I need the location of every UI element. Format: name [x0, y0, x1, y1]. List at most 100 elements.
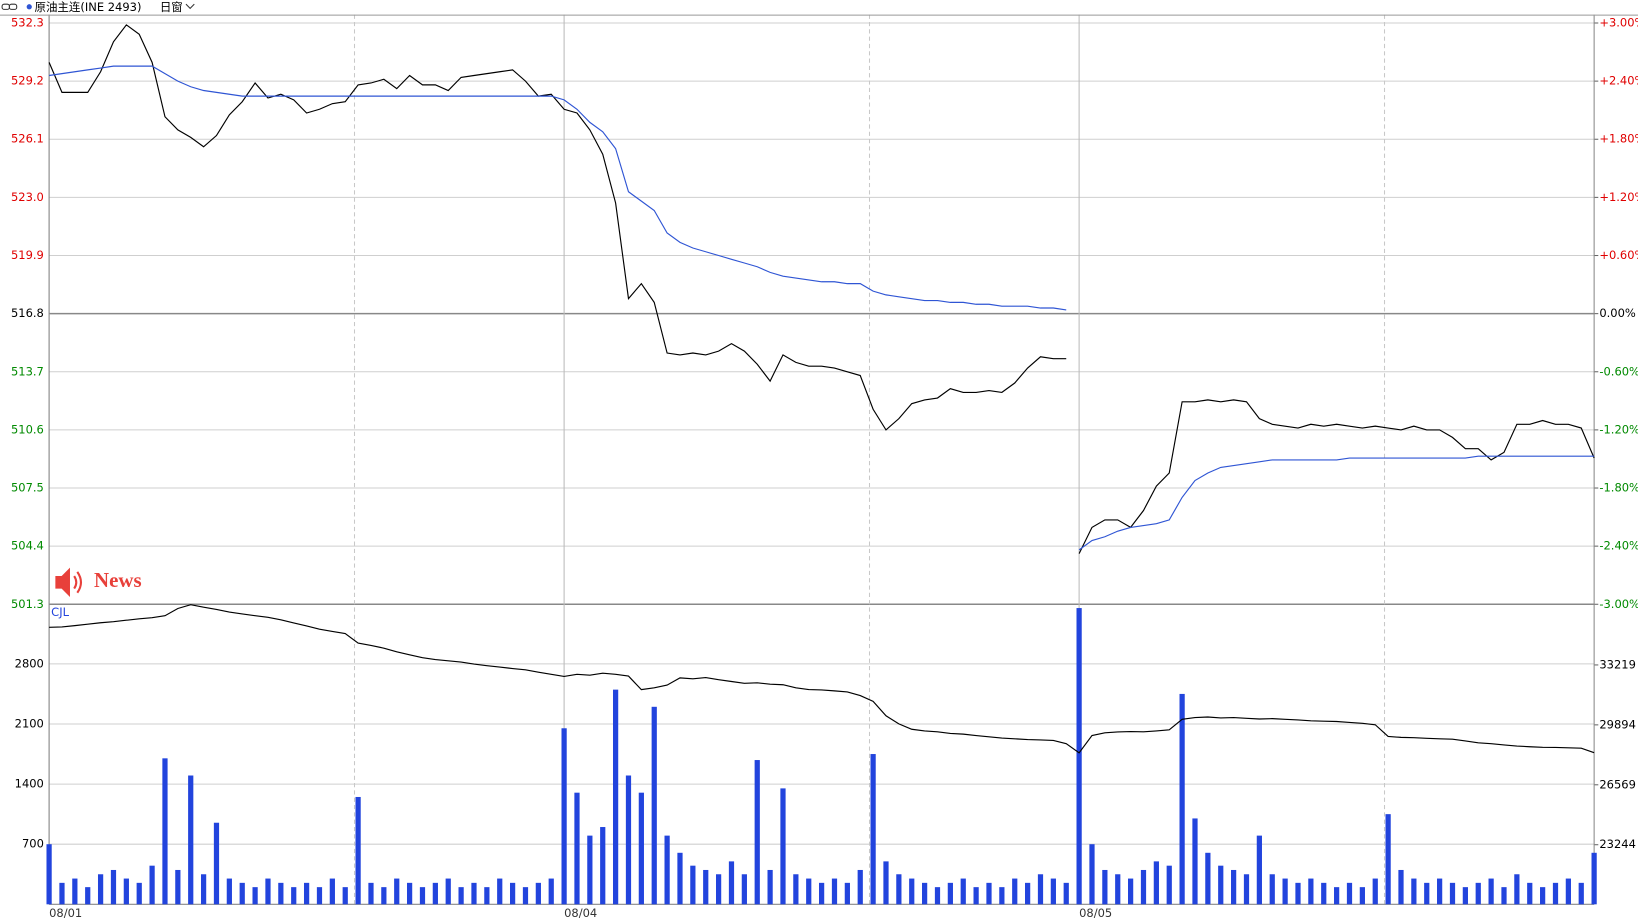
volume-bar	[213, 822, 220, 905]
volume-bar	[1514, 874, 1520, 905]
volume-bar	[445, 878, 451, 905]
volume-bar	[291, 887, 297, 905]
volume-bar	[1540, 887, 1546, 905]
volume-bar	[960, 878, 966, 905]
volume-bar	[896, 874, 902, 905]
volume-bar	[1218, 865, 1224, 905]
volume-bar	[342, 887, 348, 905]
volume-bar	[535, 882, 541, 905]
line-series	[48, 24, 1595, 554]
volume-bar	[484, 887, 490, 905]
volume-bar	[1192, 818, 1198, 905]
news-label: News	[94, 568, 142, 592]
volume-bar	[819, 882, 825, 905]
y2-tick-label: -0.60%	[1599, 364, 1638, 378]
x-tick-label: 08/05	[1079, 906, 1112, 920]
volume-bar	[1012, 878, 1018, 905]
y-tick-label: 501.3	[11, 597, 44, 611]
volume-bar	[200, 874, 207, 905]
volume-bar	[587, 835, 593, 905]
volume-bar	[1437, 878, 1443, 905]
y-tick-label: 507.5	[11, 481, 44, 495]
y2-tick-label: -1.80%	[1599, 481, 1638, 495]
y2-tick-label: +2.40%	[1599, 74, 1638, 88]
volume-bar	[677, 852, 683, 905]
volume-bar	[934, 887, 941, 905]
volume-bar	[368, 882, 374, 905]
volume-bar	[1076, 608, 1082, 905]
y-tick-label: 510.6	[11, 422, 44, 436]
volume-bar	[471, 882, 477, 905]
volume-bar	[226, 878, 232, 905]
volume-bar	[638, 792, 644, 905]
volume-bar	[522, 887, 529, 905]
volume-bar	[1334, 887, 1340, 905]
y-tick-label: 1400	[15, 777, 44, 791]
y-tick-label: 526.1	[11, 132, 44, 146]
volume-bar	[1385, 814, 1391, 905]
volume-bar	[136, 882, 142, 905]
y2-tick-label: 29894	[1599, 717, 1636, 731]
dropdown-chevron[interactable]	[185, 3, 195, 10]
volume-bar	[1359, 887, 1365, 905]
y2-tick-label: +1.80%	[1599, 132, 1638, 146]
volume-bar	[1346, 882, 1353, 905]
volume-bar	[97, 874, 104, 905]
volume-bar	[806, 878, 812, 905]
mark-layer	[46, 24, 1597, 905]
volume-bar	[1282, 878, 1288, 905]
volume-bar	[1295, 882, 1301, 905]
volume-bar	[947, 882, 953, 905]
volume-bar	[1102, 869, 1108, 905]
speaker-waves	[73, 571, 83, 594]
y-tick-label: 532.3	[11, 15, 44, 29]
volume-bar	[419, 887, 426, 905]
volume-bar	[1527, 882, 1533, 905]
y-tick-label: 513.7	[11, 364, 44, 378]
volume-bar	[857, 869, 863, 905]
volume-bar	[1552, 882, 1559, 905]
volume-bar	[741, 874, 747, 905]
y-tick-label: 700	[22, 837, 44, 851]
x-tick-label: 08/04	[564, 906, 597, 920]
volume-bar	[1128, 878, 1134, 905]
volume-bar	[1025, 882, 1031, 905]
volume-bar	[316, 887, 323, 905]
y2-tick-label: +3.00%	[1599, 15, 1638, 29]
volume-bar	[329, 878, 335, 905]
volume-bar	[497, 878, 503, 905]
volume-bar	[381, 887, 387, 905]
y2-tick-label: -1.20%	[1599, 422, 1638, 436]
volume-bar	[844, 882, 850, 905]
volume-bar	[690, 865, 696, 905]
volume-bar	[986, 882, 992, 905]
volume-bar	[625, 775, 632, 905]
volume-bar	[1205, 852, 1211, 905]
volume-bar	[110, 869, 117, 905]
y2-tick-label: 33219	[1599, 657, 1636, 671]
volume-bar	[1063, 882, 1069, 905]
y-tick-label: 504.4	[11, 539, 44, 553]
link-icon[interactable]	[1, 3, 18, 10]
volume-bar	[1488, 878, 1494, 905]
y-tick-label: 519.9	[11, 248, 44, 262]
legend-label: CJL	[51, 605, 69, 619]
volume-bar	[278, 882, 284, 905]
volume-bar	[1501, 887, 1507, 905]
news-badge[interactable]: News	[55, 567, 142, 597]
volume-bar	[1231, 869, 1237, 905]
volume-bar	[793, 874, 799, 905]
volume-bar	[754, 760, 760, 905]
volume-bar	[922, 882, 928, 905]
volume-bar	[973, 887, 979, 905]
volume-bar	[574, 792, 580, 905]
x-tick-label: 08/01	[49, 906, 82, 920]
volume-bar	[1578, 882, 1584, 905]
volume-bar	[1179, 693, 1185, 905]
y-tick-label: 523.0	[11, 190, 44, 204]
volume-bar	[1308, 878, 1314, 905]
volume-bar	[1591, 852, 1597, 905]
period-selector[interactable]: 日窗	[160, 0, 183, 14]
